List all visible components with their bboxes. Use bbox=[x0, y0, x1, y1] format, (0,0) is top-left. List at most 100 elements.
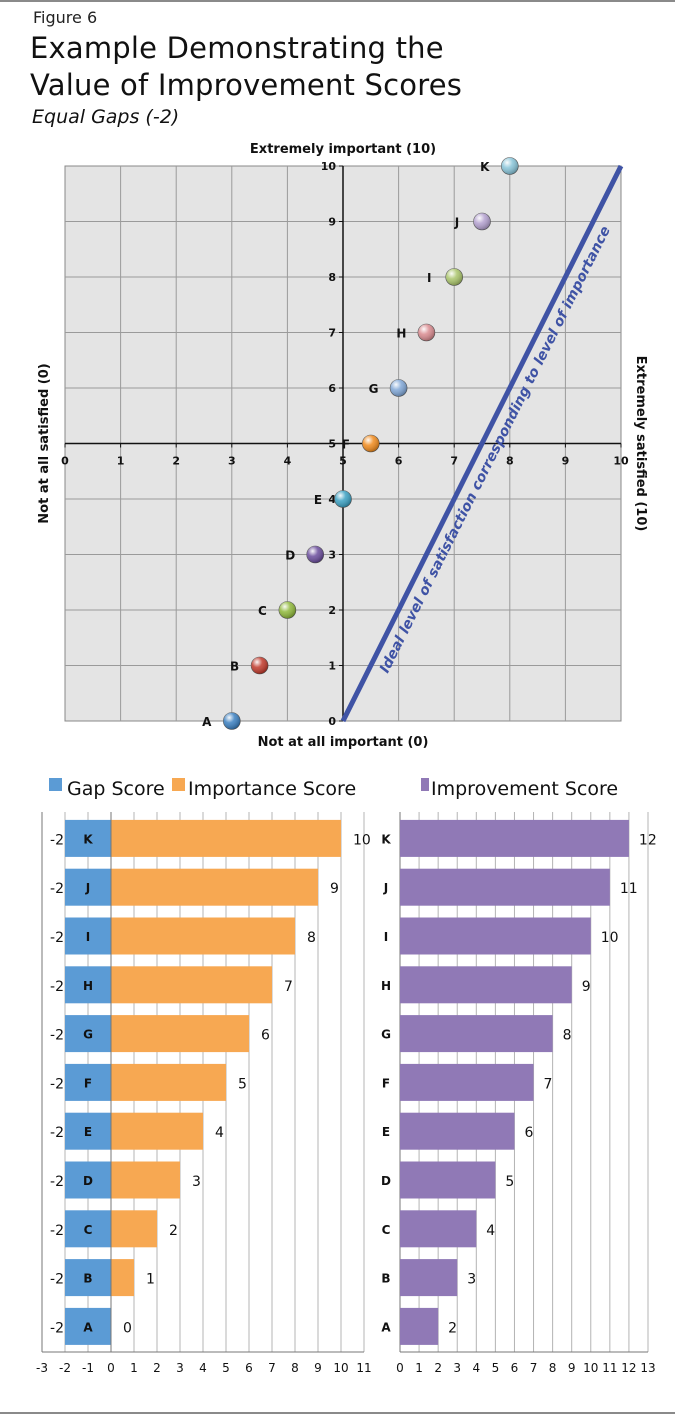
scatter-point-shine bbox=[473, 213, 491, 230]
x-tick-label: 0 bbox=[107, 1361, 115, 1375]
category-label: A bbox=[381, 1320, 391, 1334]
gap-bar bbox=[65, 917, 111, 955]
importance-value-label: 5 bbox=[238, 1076, 247, 1092]
category-label: B bbox=[83, 1272, 92, 1286]
scatter-point-shine bbox=[390, 379, 408, 397]
bottom-axis-label: Not at all important (0) bbox=[258, 735, 429, 750]
improvement-value-label: 6 bbox=[524, 1125, 533, 1141]
importance-value-label: 10 bbox=[353, 832, 371, 848]
y-tick-label: 5 bbox=[328, 438, 336, 451]
gap-value-label: -2 bbox=[50, 930, 64, 946]
improvement-value-label: 9 bbox=[582, 979, 591, 995]
x-tick-label: 1 bbox=[130, 1361, 138, 1375]
x-tick-label: 2 bbox=[172, 455, 180, 468]
improvement-bar bbox=[400, 1307, 439, 1345]
scatter-point-shine bbox=[334, 490, 352, 508]
x-tick-label: 6 bbox=[511, 1361, 519, 1375]
x-tick-label: 5 bbox=[339, 455, 347, 468]
scatter-point-label: I bbox=[427, 271, 431, 285]
improvement-value-label: 2 bbox=[448, 1320, 457, 1336]
x-tick-label: 4 bbox=[284, 455, 292, 468]
gap-bar bbox=[65, 1063, 111, 1101]
importance-bar bbox=[111, 868, 318, 906]
scatter-point-shine bbox=[278, 601, 296, 619]
legend-label-importance: Importance Score bbox=[188, 778, 356, 800]
x-tick-label: 9 bbox=[562, 455, 570, 468]
top-rule bbox=[0, 0, 675, 2]
improvement-bar bbox=[400, 1161, 496, 1199]
x-tick-label: 3 bbox=[176, 1361, 184, 1375]
gap-bar bbox=[65, 1307, 111, 1345]
x-tick-label: 10 bbox=[583, 1361, 598, 1375]
category-label: I bbox=[384, 930, 388, 944]
y-tick-label: 8 bbox=[328, 271, 336, 284]
category-label: F bbox=[84, 1076, 92, 1090]
x-tick-label: 7 bbox=[268, 1361, 276, 1375]
right-axis-label: Extremely satisfied (10) bbox=[633, 356, 648, 532]
legend-label-gap: Gap Score bbox=[67, 778, 165, 800]
scatter-point-shine bbox=[362, 435, 380, 452]
gap-bar bbox=[65, 1015, 111, 1053]
gap-value-label: -2 bbox=[50, 1223, 64, 1239]
x-tick-label: 11 bbox=[602, 1361, 617, 1375]
x-tick-label: -1 bbox=[82, 1361, 94, 1375]
x-tick-label: 13 bbox=[640, 1361, 655, 1375]
x-tick-label: 3 bbox=[453, 1361, 461, 1375]
scatter-point-d: D bbox=[285, 545, 325, 564]
y-tick-label: 6 bbox=[328, 382, 336, 395]
scatter-point-label: B bbox=[230, 660, 239, 674]
category-label: C bbox=[382, 1223, 391, 1237]
scatter-point-f: F bbox=[342, 434, 380, 453]
scatter-point-shine bbox=[501, 157, 519, 175]
improvement-bar bbox=[400, 868, 610, 906]
importance-bar bbox=[111, 1015, 249, 1053]
legend-swatch-gap bbox=[49, 778, 62, 791]
x-tick-label: 10 bbox=[613, 455, 629, 468]
legend-label-improvement: Improvement Score bbox=[431, 778, 618, 800]
improvement-value-label: 3 bbox=[467, 1272, 476, 1288]
importance-value-label: 4 bbox=[215, 1125, 224, 1141]
importance-value-label: 7 bbox=[284, 979, 293, 995]
gap-value-label: -2 bbox=[50, 1320, 64, 1336]
legend-swatch-improvement bbox=[421, 778, 429, 791]
importance-bar bbox=[111, 1259, 134, 1297]
improvement-value-label: 11 bbox=[620, 881, 638, 897]
gap-bar bbox=[65, 966, 111, 1004]
scatter-point-label: K bbox=[480, 160, 490, 174]
gap-value-label: -2 bbox=[50, 832, 64, 848]
improvement-value-label: 10 bbox=[601, 930, 619, 946]
improvement-bar bbox=[400, 917, 591, 955]
ideal-line bbox=[340, 164, 624, 723]
improvement-bar bbox=[400, 1259, 458, 1297]
category-label: K bbox=[381, 832, 391, 846]
scatter-point-shine bbox=[445, 268, 463, 286]
category-label: D bbox=[83, 1174, 93, 1188]
category-label: J bbox=[85, 881, 90, 895]
scatter-point-g: G bbox=[369, 379, 408, 397]
y-tick-label: 9 bbox=[328, 216, 336, 229]
improvement-bar bbox=[400, 1015, 553, 1053]
category-label: E bbox=[84, 1125, 92, 1139]
scatter-point-b: B bbox=[230, 656, 269, 675]
importance-bar bbox=[111, 1210, 157, 1248]
gap-bar bbox=[65, 868, 111, 906]
gap-value-label: -2 bbox=[50, 1076, 64, 1092]
y-tick-label: 0 bbox=[328, 715, 336, 728]
gap-bar bbox=[65, 1259, 111, 1297]
scatter-point-k: K bbox=[480, 157, 519, 175]
title-line-1: Example Demonstrating the bbox=[30, 31, 444, 65]
category-label: A bbox=[83, 1320, 93, 1334]
gap-value-label: -2 bbox=[50, 881, 64, 897]
scatter-point-j: J bbox=[454, 212, 491, 231]
importance-bar bbox=[111, 1161, 180, 1199]
left-axis-label: Not at all satisfied (0) bbox=[37, 363, 52, 523]
scatter-point-label: F bbox=[342, 438, 350, 452]
category-label: I bbox=[86, 930, 90, 944]
x-tick-label: 6 bbox=[395, 455, 403, 468]
figure-subtitle: Equal Gaps (-2) bbox=[32, 106, 180, 128]
gap-value-label: -2 bbox=[50, 1174, 64, 1190]
y-tick-label: 1 bbox=[328, 660, 336, 673]
scatter-point-c: C bbox=[258, 601, 297, 619]
x-tick-label: 2 bbox=[434, 1361, 442, 1375]
